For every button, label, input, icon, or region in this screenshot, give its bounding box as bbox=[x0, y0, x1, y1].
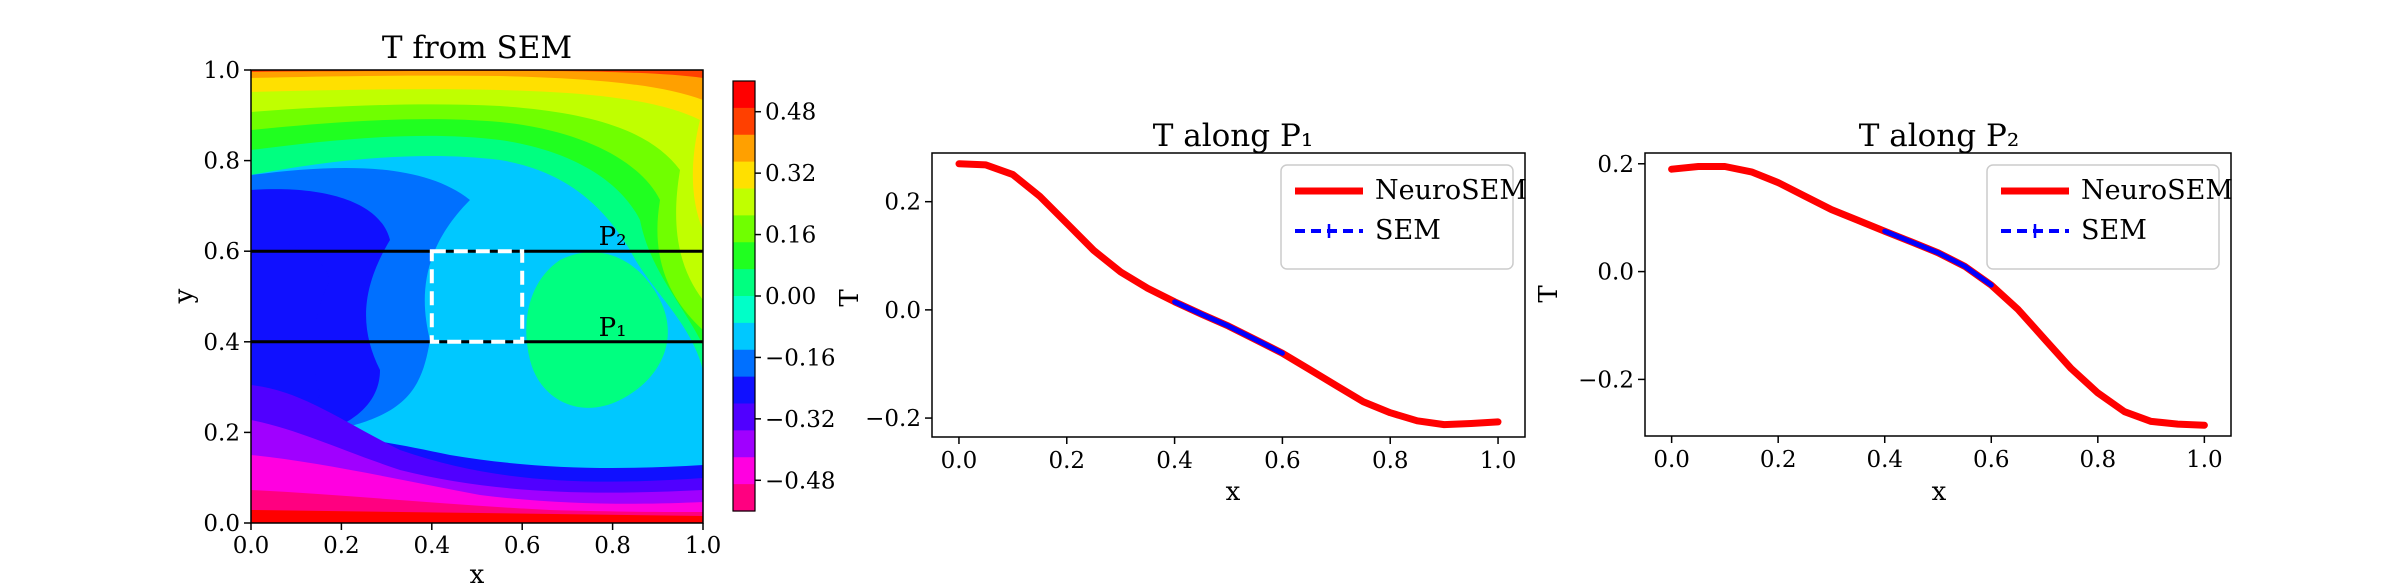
legend-label: SEM bbox=[2081, 215, 2147, 246]
contour-overlay: P₂ P₁ bbox=[251, 222, 703, 344]
x-tick-label: 0.4 bbox=[1156, 448, 1193, 474]
y-tick-label: −0.2 bbox=[1578, 367, 1634, 393]
x-tick-label: 0.0 bbox=[1653, 447, 1690, 473]
colorbar-level bbox=[733, 457, 755, 485]
subdomain-box bbox=[429, 249, 525, 344]
colorbar-level bbox=[733, 296, 755, 324]
p2-ylabel: T bbox=[1534, 285, 1564, 303]
colorbar-level bbox=[733, 403, 755, 431]
contour-band bbox=[526, 252, 668, 408]
legend-label: SEM bbox=[1375, 215, 1441, 246]
y-tick-label: 0.0 bbox=[884, 298, 921, 324]
colorbar-tick-label: 0.48 bbox=[765, 100, 816, 126]
panel-contour: P₂ P₁ 0.0 0.2 0.4 0.6 0.8 1.0 0.0 0.2 0.4 0.6 0.8 1.… bbox=[169, 30, 835, 585]
y-tick-label: 0.6 bbox=[203, 239, 240, 265]
contour-band bbox=[251, 70, 703, 78]
colorbar-tick-label: −0.16 bbox=[765, 345, 835, 371]
colorbar-level bbox=[733, 484, 755, 512]
series-line-sem bbox=[1882, 228, 1994, 288]
colorbar-level bbox=[733, 322, 755, 351]
colorbar-tick-label: 0.00 bbox=[765, 284, 816, 310]
p1-title: T along P₁ bbox=[1153, 118, 1314, 154]
colorbar-level bbox=[733, 81, 755, 109]
colorbar-tick-label: −0.48 bbox=[765, 468, 835, 494]
x-tick-label: 1.0 bbox=[2186, 447, 2223, 473]
probe-line-label: P₁ bbox=[599, 313, 627, 343]
y-tick-label: 0.2 bbox=[203, 420, 240, 446]
contour-title: T from SEM bbox=[382, 30, 572, 66]
p1-xlabel: x bbox=[1226, 477, 1241, 507]
y-tick-label: 0.8 bbox=[203, 149, 240, 175]
p1-plot: 0.0 0.2 0.4 0.6 0.8 1.0 −0.2 0.0 0.2 NeuroSEM SEM bbox=[865, 152, 1527, 474]
colorbar-level bbox=[733, 188, 755, 216]
colorbar-level bbox=[733, 242, 755, 270]
y-tick-label: 0.0 bbox=[203, 511, 240, 537]
x-tick-label: 0.6 bbox=[1973, 447, 2010, 473]
series-line-sem bbox=[1172, 299, 1285, 356]
colorbar-level bbox=[733, 215, 755, 243]
y-tick-label: 1.0 bbox=[203, 58, 240, 84]
p2-xlabel: x bbox=[1932, 477, 1947, 507]
contour-field bbox=[251, 70, 703, 523]
colorbar-level bbox=[733, 269, 755, 297]
probe-line-label: P₂ bbox=[599, 222, 627, 252]
x-tick-label: 0.2 bbox=[1048, 448, 1085, 474]
x-tick-label: 0.8 bbox=[1372, 448, 1409, 474]
panel-p2: 0.0 0.2 0.4 0.6 0.8 1.0−0.20.00.2NeuroSEMSEM … bbox=[1534, 118, 2233, 507]
colorbar-level bbox=[733, 349, 755, 378]
y-tick-label: 0.0 bbox=[1597, 260, 1634, 286]
p2-title: T along P₂ bbox=[1859, 118, 2020, 154]
legend-label: NeuroSEM bbox=[2081, 175, 2233, 206]
contour-band bbox=[251, 70, 703, 330]
legend-label: NeuroSEM bbox=[1375, 175, 1527, 206]
p1-frame bbox=[931, 152, 1526, 438]
x-tick-label: 1.0 bbox=[685, 533, 722, 559]
x-tick-label: 0.2 bbox=[1760, 447, 1797, 473]
colorbar-level bbox=[733, 134, 755, 163]
p2-frame bbox=[1644, 152, 2232, 437]
x-tick-label: 0.6 bbox=[504, 533, 541, 559]
x-tick-label: 0.6 bbox=[1264, 448, 1301, 474]
colorbar-tick-label: 0.16 bbox=[765, 223, 816, 249]
p1-ylabel: T bbox=[835, 289, 865, 307]
contour-frame bbox=[250, 69, 704, 524]
colorbar-tick-label: −0.32 bbox=[765, 407, 835, 433]
x-tick-label: 0.2 bbox=[323, 533, 360, 559]
p2-plot: 0.0 0.2 0.4 0.6 0.8 1.0 −0.2 0.0 0.2 NeuroSEM SEM bbox=[1578, 152, 2233, 473]
contour-xlabel: x bbox=[470, 560, 485, 585]
colorbar-tick-label: 0.32 bbox=[765, 161, 816, 187]
contour-band bbox=[251, 70, 703, 190]
x-tick-label: 0.8 bbox=[2080, 447, 2117, 473]
y-tick-label: 0.4 bbox=[203, 330, 240, 356]
x-tick-label: 0.8 bbox=[594, 533, 631, 559]
colorbar-level bbox=[733, 376, 755, 405]
colorbar-level bbox=[733, 161, 755, 190]
y-tick-label: 0.2 bbox=[884, 190, 921, 216]
y-tick-label: 0.2 bbox=[1597, 152, 1634, 178]
x-tick-label: 0.0 bbox=[233, 533, 270, 559]
contour-band bbox=[251, 510, 703, 523]
contour-axes: 0.0 0.2 0.4 0.6 0.8 1.0 0.0 0.2 0.4 0.6 0.8 1.0 bbox=[203, 58, 721, 559]
x-tick-label: 1.0 bbox=[1480, 448, 1517, 474]
colorbar-level bbox=[733, 107, 755, 136]
colorbar-level bbox=[733, 430, 755, 458]
panel-p1: 0.0 0.2 0.4 0.6 0.8 1.0−0.20.00.2 NeuroSEMSEM … bbox=[835, 118, 1527, 507]
contour-ylabel: y bbox=[169, 288, 199, 304]
x-tick-label: 0.4 bbox=[1866, 447, 1903, 473]
colorbar: 0.48 0.32 0.16 0.00 −0.16 −0.32 −0.48 bbox=[732, 80, 835, 512]
x-tick-label: 0.0 bbox=[941, 448, 978, 474]
y-tick-label: −0.2 bbox=[865, 406, 921, 432]
x-tick-label: 0.4 bbox=[414, 533, 451, 559]
